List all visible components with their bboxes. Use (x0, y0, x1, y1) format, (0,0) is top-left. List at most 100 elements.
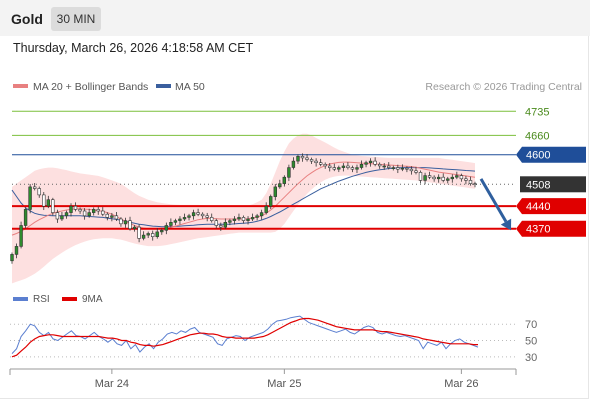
candle-body (160, 230, 164, 233)
candle-body (196, 212, 200, 215)
candle-body (296, 156, 300, 162)
candle-body (418, 172, 423, 181)
candle-body (14, 246, 19, 255)
ma20-legend-label: MA 20 + Bollinger Bands (33, 81, 148, 93)
candle-body (64, 212, 69, 217)
candle-body (250, 217, 255, 220)
candle-body (318, 162, 323, 165)
candle-body (241, 217, 246, 221)
candle-body (432, 176, 436, 180)
candle-body (400, 167, 405, 170)
candle-body (82, 210, 87, 217)
rsi-panel: 70 50 30 (10, 315, 537, 364)
candle-body (441, 176, 445, 181)
candle-body (46, 199, 51, 207)
forecast-arrow-head (500, 218, 512, 231)
x-tick-label: Mar 24 (95, 378, 129, 390)
forecast-arrow-shaft (479, 178, 508, 223)
candle-body (132, 226, 137, 230)
instrument-title: Gold (11, 11, 43, 27)
support-tag (516, 220, 586, 237)
candle-body (51, 199, 55, 213)
candle-body (405, 167, 409, 170)
candle-body (300, 156, 305, 159)
resistance-label: 4660 (525, 130, 549, 142)
candle-body (423, 175, 427, 181)
candle-body (101, 210, 105, 215)
ma50-legend-swatch (156, 84, 171, 88)
research-credit: Research © 2026 Trading Central (425, 81, 582, 93)
candle-body (137, 226, 141, 239)
candle-body (332, 167, 336, 170)
rsi-tick-label: 70 (525, 319, 537, 331)
candle-body (355, 167, 359, 170)
candle-body (341, 165, 346, 168)
candle-body (409, 168, 414, 172)
candle-body (219, 225, 223, 228)
candle-body (110, 215, 114, 218)
candle-body (19, 225, 23, 247)
candle-body (141, 234, 146, 239)
candle-body (450, 176, 454, 180)
candle-body (459, 175, 464, 180)
resistance-label: 4735 (525, 106, 549, 118)
candle-body (114, 215, 119, 220)
support-label: 4440 (526, 201, 550, 213)
candle-body (182, 217, 187, 220)
rsi-legend-label: RSI (33, 294, 50, 305)
candle-body (191, 212, 196, 217)
candle-body (278, 183, 282, 188)
x-tick-label: Mar 25 (267, 378, 301, 390)
candle-body (155, 231, 159, 237)
candle-body (246, 218, 250, 221)
candle-body (337, 167, 341, 170)
candle-body (214, 220, 218, 226)
candle-body (436, 176, 441, 180)
candle-body (391, 167, 395, 169)
candle-body (96, 209, 100, 212)
candle-body (346, 165, 350, 168)
candle-body (78, 209, 82, 212)
candle-body (273, 186, 277, 197)
candle-body (42, 194, 46, 207)
candle-body (232, 218, 237, 221)
candle-body (305, 157, 309, 160)
candle-body (264, 205, 268, 213)
x-tick-label: Mar 26 (444, 378, 478, 390)
rsi-ma-legend-swatch (62, 297, 77, 301)
candle-body (309, 159, 314, 162)
candle-body (323, 164, 327, 167)
pivot-tag (516, 146, 586, 163)
candle-body (32, 186, 37, 189)
candle-body (455, 175, 459, 178)
candle-body (268, 196, 273, 207)
candle-body (119, 218, 123, 225)
rsi-ma-line (11, 317, 478, 358)
interval-selector[interactable]: 30 MIN (51, 7, 101, 31)
candle-body (210, 217, 214, 221)
candle-body (314, 160, 318, 164)
rsi-line (11, 315, 479, 354)
candle-body (223, 222, 227, 228)
x-axis: Mar 24 Mar 25 Mar 26 (9, 369, 479, 390)
bollinger-band (12, 133, 475, 284)
candle-body (92, 209, 96, 213)
last-price-tag (520, 176, 586, 193)
candle-body (291, 160, 296, 168)
candle-body (350, 167, 355, 170)
candle-body (446, 178, 450, 181)
candle-body (255, 215, 259, 218)
candle-body (151, 233, 155, 238)
candle-body (228, 220, 232, 223)
candle-body (178, 218, 182, 221)
candle-body (427, 175, 432, 178)
candle-body (87, 212, 91, 217)
candle-body (237, 217, 241, 220)
candle-body (287, 167, 291, 178)
candle-body (205, 215, 209, 218)
candle-body (368, 160, 373, 164)
candle-body (414, 170, 418, 173)
candle-body (377, 164, 382, 167)
candle-body (28, 186, 32, 210)
